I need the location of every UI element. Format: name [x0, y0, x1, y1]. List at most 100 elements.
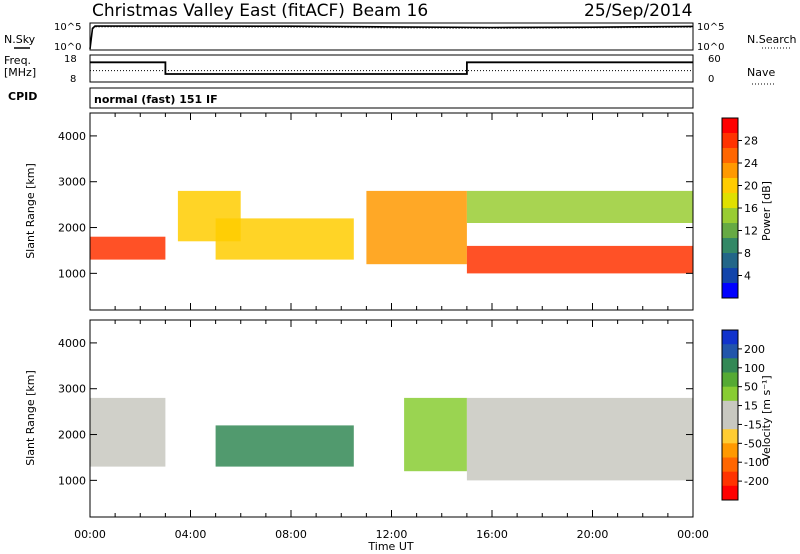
xlabel: Time UT [367, 540, 413, 553]
velocity-colorbar: 200 100 50 15 -15 -50 -100 -200 [721, 329, 769, 501]
y-tick-label: 4000 [58, 337, 86, 350]
velocity-heatmap [90, 397, 693, 481]
x-tick-label: 00:00 [74, 528, 106, 541]
power-colorbar-tick-label: 12 [744, 225, 758, 238]
nsky-series-line [89, 25, 694, 50]
power-colorbar-segment [722, 178, 738, 194]
y-tick-label: 1000 [58, 474, 86, 487]
velocity-region [90, 397, 166, 467]
nsky-tick-bottom: 10^0 [54, 42, 81, 53]
power-colorbar-segment [722, 238, 738, 254]
velocity-ylabel: Slant Range [km] [24, 370, 37, 466]
nsearch-label: N.Search [747, 33, 797, 46]
velocity-colorbar-tick-label: -15 [744, 418, 762, 431]
velocity-colorbar-segment [722, 415, 738, 430]
power-colorbar-segment [722, 253, 738, 269]
velocity-region [215, 425, 354, 467]
freq-tick-bottom: 8 [70, 74, 76, 85]
nsky-tick-top: 10^5 [54, 22, 81, 33]
nsearch-series-line [89, 26, 694, 50]
power-colorbar-segment [722, 163, 738, 179]
power-colorbar-segment [722, 148, 738, 164]
velocity-colorbar-segment [722, 471, 738, 487]
power-region [366, 190, 467, 265]
power-colorbar-tick-label: 24 [744, 157, 758, 170]
velocity-colorbar-label: Velocity [m s⁻¹] [760, 375, 773, 460]
nsearch-tick-bottom: 10^0 [697, 42, 724, 53]
velocity-colorbar-segment [722, 358, 738, 373]
power-colorbar-tick-label: 16 [744, 202, 758, 215]
x-tick-label: 20:00 [577, 528, 609, 541]
x-tick-label: 12:00 [376, 528, 408, 541]
velocity-region [466, 397, 693, 481]
power-colorbar-segment [722, 208, 738, 224]
velocity-colorbar-frame [721, 329, 739, 501]
velocity-colorbar-tick-label: -100 [744, 456, 769, 469]
plot-title: Christmas Valley East (fitACF) [92, 1, 345, 21]
velocity-colorbar-segment [722, 485, 738, 501]
nave-tick-top: 60 [708, 54, 721, 65]
power-colorbar-tick-label: 8 [744, 247, 751, 260]
power-colorbar-segment [722, 223, 738, 239]
freq-panel-frame [89, 54, 694, 83]
velocity-colorbar-tick-label: 50 [744, 381, 758, 394]
power-colorbar-tick-label: 20 [744, 180, 758, 193]
nsky-label: N.Sky [4, 33, 36, 46]
cpid-value: normal (fast) 151 IF [94, 93, 218, 106]
freq-label: Freq. [4, 54, 31, 67]
nave-tick-bottom: 0 [708, 74, 714, 85]
velocity-colorbar-segment [722, 429, 738, 444]
power-colorbar-segment [722, 268, 738, 284]
power-region [90, 236, 166, 260]
velocity-axis-ticks: 1000 2000 3000 4000 [58, 320, 694, 517]
power-region [466, 190, 693, 223]
y-tick-label: 4000 [58, 130, 86, 143]
power-colorbar-tick-label: 4 [744, 270, 751, 283]
power-colorbar-segment [722, 193, 738, 209]
velocity-colorbar-tick-label: 200 [744, 343, 765, 356]
power-region [215, 218, 354, 260]
power-colorbar: 28 24 20 16 12 8 4 [721, 117, 758, 299]
power-region [466, 245, 693, 274]
nsearch-tick-top: 10^5 [697, 22, 724, 33]
velocity-colorbar-segment [722, 372, 738, 388]
freq-unit: [MHz] [4, 66, 36, 79]
nave-label: Nave [747, 66, 775, 79]
y-tick-label: 2000 [58, 429, 86, 442]
power-axis-ticks: 1000 2000 3000 4000 [58, 113, 694, 310]
x-tick-label: 16:00 [476, 528, 508, 541]
cpid-label: CPID [8, 90, 37, 103]
velocity-colorbar-tick-label: 100 [744, 362, 765, 375]
nsky-panel-frame [89, 22, 694, 51]
velocity-colorbar-segment [722, 330, 738, 345]
cpid-panel-frame [89, 87, 694, 109]
velocity-colorbar-segment [722, 457, 738, 473]
time-axis-labels: 00:00 04:00 08:00 12:00 16:00 20:00 00:00 [74, 528, 709, 541]
y-tick-label: 2000 [58, 222, 86, 235]
power-colorbar-tick-label: 28 [744, 135, 758, 148]
velocity-colorbar-segment [722, 400, 738, 416]
x-tick-label: 04:00 [175, 528, 207, 541]
freq-tick-top: 18 [64, 54, 77, 65]
power-colorbar-segment [722, 133, 738, 149]
velocity-region [404, 397, 467, 472]
power-colorbar-segment [722, 283, 738, 299]
power-heatmap [90, 190, 693, 274]
beam-label: Beam 16 [352, 1, 428, 21]
velocity-colorbar-segment [722, 443, 738, 458]
y-tick-label: 1000 [58, 267, 86, 280]
velocity-colorbar-tick-label: -50 [744, 437, 762, 450]
y-tick-label: 3000 [58, 383, 86, 396]
velocity-colorbar-tick-label: -200 [744, 475, 769, 488]
x-tick-label: 08:00 [275, 528, 307, 541]
power-colorbar-label: Power [dB] [760, 181, 773, 241]
velocity-colorbar-tick-label: 15 [744, 400, 758, 413]
date-label: 25/Sep/2014 [584, 1, 692, 21]
freq-series-line [90, 61, 693, 75]
power-colorbar-segment [722, 118, 738, 134]
velocity-colorbar-segment [722, 386, 738, 402]
velocity-colorbar-segment [722, 344, 738, 359]
x-tick-label: 00:00 [677, 528, 709, 541]
y-tick-label: 3000 [58, 176, 86, 189]
